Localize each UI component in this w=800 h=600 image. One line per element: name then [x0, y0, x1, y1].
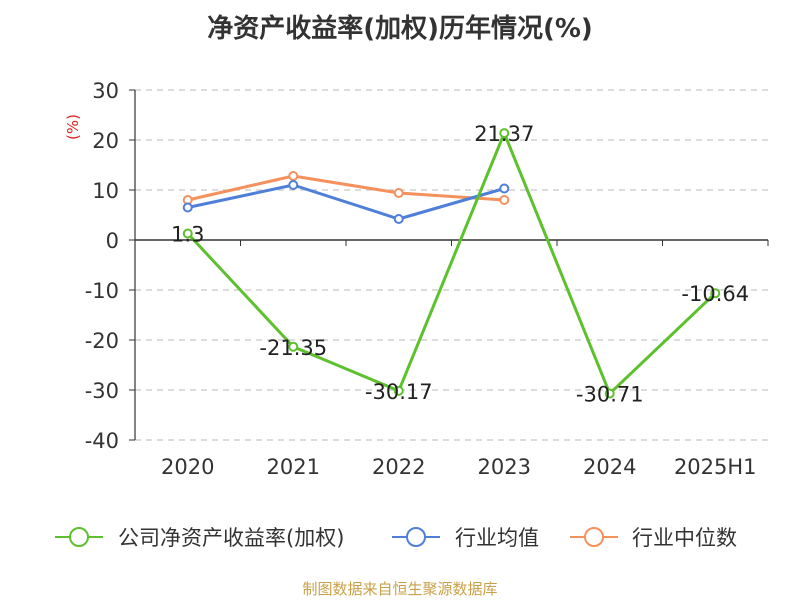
label-layer: 1.3 -21.35 -30.17 21.37 -30.71 -10.64 — [171, 122, 749, 406]
y-tick-label: 10 — [92, 179, 119, 203]
data-point — [182, 202, 193, 213]
x-tick-label: 2020 — [161, 455, 214, 479]
x-tick-label: 2024 — [583, 455, 636, 479]
data-label: 21.37 — [474, 122, 534, 146]
data-point — [393, 385, 404, 396]
legend-marker — [406, 527, 426, 547]
data-point — [499, 183, 510, 194]
data-point — [499, 128, 510, 139]
series-line — [186, 131, 717, 396]
series-line — [187, 174, 505, 202]
legend-label: 行业中位数 — [632, 526, 737, 550]
data-label: -10.64 — [681, 282, 749, 306]
y-tick-label: -30 — [85, 379, 119, 403]
x-tick-label: 2022 — [372, 455, 425, 479]
y-tick-label: 30 — [92, 79, 119, 103]
y-tick-label: 0 — [106, 229, 119, 253]
y-tick-label: -40 — [85, 429, 119, 453]
series-line — [187, 183, 505, 221]
y-tick-label: 20 — [92, 129, 119, 153]
data-point — [710, 288, 721, 299]
x-tick-label: 2021 — [267, 455, 320, 479]
y-axis-label: (%) — [64, 114, 82, 140]
chart-title: 净资产收益率(加权)历年情况(%) — [207, 14, 593, 44]
data-point — [182, 228, 193, 239]
x-tick-label: 2025H1 — [674, 455, 757, 479]
data-point — [288, 341, 299, 352]
data-point — [604, 388, 615, 399]
legend: 公司净资产收益率(加权) 行业均值 行业中位数 — [55, 526, 737, 550]
source-note: 制图数据来自恒生聚源数据库 — [302, 580, 498, 598]
data-label: -30.71 — [576, 383, 644, 407]
data-point — [288, 180, 299, 190]
data-label: -21.35 — [259, 336, 327, 360]
data-label: 1.3 — [171, 223, 204, 247]
data-point — [499, 195, 510, 205]
legend-marker — [69, 527, 89, 547]
x-tick-label: 2023 — [478, 455, 531, 479]
data-point — [393, 188, 404, 198]
series-layer — [182, 128, 721, 399]
legend-label: 公司净资产收益率(加权) — [118, 526, 344, 550]
y-tick-label: -10 — [85, 279, 119, 303]
data-point — [288, 171, 299, 181]
legend-marker — [584, 527, 604, 547]
data-label: -30.17 — [365, 380, 433, 404]
data-point — [393, 214, 404, 224]
axis-layer: 30 20 10 0 -10 -20 -30 -40 (%) 2020 2021 2022 2023 20… — [64, 79, 769, 479]
y-tick-label: -20 — [85, 329, 119, 353]
legend-label: 行业均值 — [455, 526, 539, 550]
